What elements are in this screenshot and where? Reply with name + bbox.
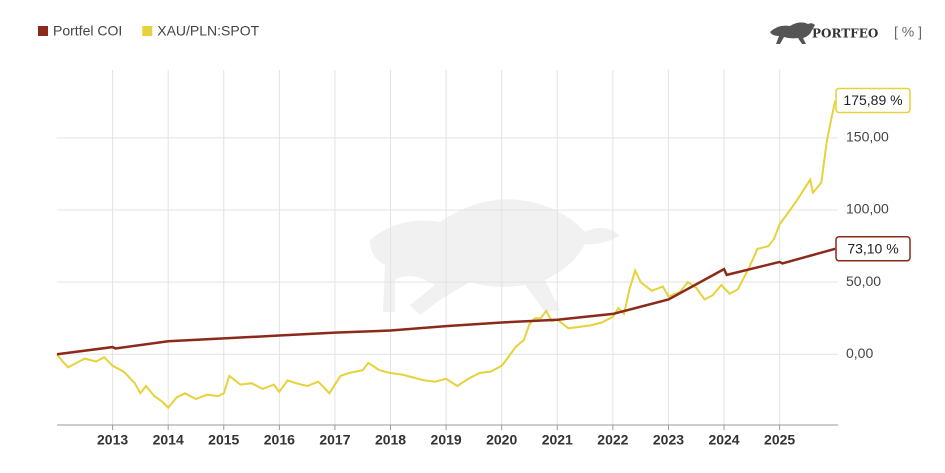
value-label: 175,89 %	[835, 87, 911, 114]
brand: PORTFEO	[812, 27, 878, 41]
logo	[770, 22, 815, 44]
series-line	[56, 100, 837, 410]
y-tick-label: 150,00	[846, 129, 889, 145]
x-tick-label: 2014	[153, 432, 184, 448]
x-tick-label: 2019	[431, 432, 462, 448]
y-tick-label: 100,00	[846, 201, 889, 217]
x-tick-label: 2024	[708, 432, 739, 448]
x-tick-label: 2017	[319, 432, 350, 448]
x-tick-label: 2015	[208, 432, 239, 448]
watermark	[370, 199, 620, 315]
y-tick-label: 50,00	[846, 273, 881, 289]
legend-swatch	[142, 26, 153, 36]
legend-label: XAU/PLN:SPOT	[157, 23, 259, 39]
legend-label: Portfel COI	[53, 23, 122, 39]
x-tick-label: 2023	[653, 432, 684, 448]
value-label-box	[835, 87, 911, 114]
value-label-text: 73,10 %	[847, 241, 898, 257]
x-tick-label: 2013	[97, 432, 128, 448]
x-tick-label: 2020	[486, 432, 517, 448]
value-label: 73,10 %	[835, 236, 911, 262]
x-tick-label: 2016	[264, 432, 295, 448]
unit: [ % ]	[894, 24, 922, 40]
value-label-box	[835, 236, 911, 262]
x-tick-label: 2018	[375, 432, 406, 448]
legend-swatch	[38, 26, 48, 36]
x-tick-label: 2021	[542, 432, 573, 448]
series-line	[56, 247, 836, 356]
x-tick-label: 2022	[597, 432, 628, 448]
y-tick-label: 0,00	[846, 345, 873, 361]
value-label-text: 175,89 %	[843, 92, 902, 108]
x-tick-label: 2025	[764, 432, 795, 448]
